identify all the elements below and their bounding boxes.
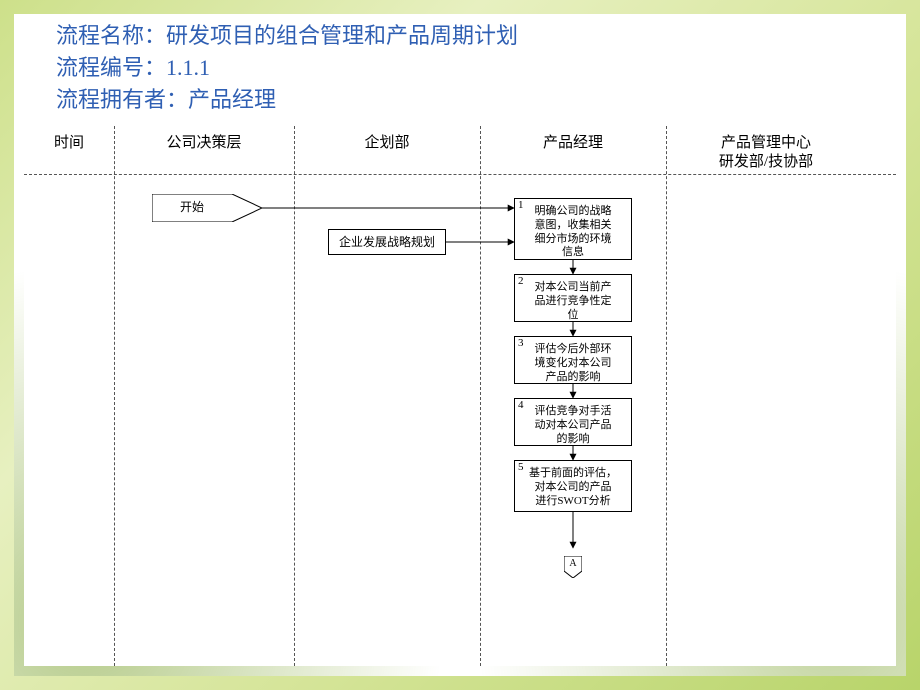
swimlane-header-plan: 企划部 [294, 134, 480, 153]
process-number: 流程编号：1.1.1 [56, 52, 518, 84]
swimlane-divider [666, 126, 667, 666]
process-step-text: 基于前面的评估，对本公司的产品进行SWOT分析 [521, 465, 625, 508]
process-step-number: 5 [518, 461, 524, 475]
start-node: 开始 [152, 194, 262, 222]
process-step-text: 评估竞争对手活动对本公司产品的影响 [521, 403, 625, 446]
process-step-number: 3 [518, 337, 524, 351]
process-header: 流程名称：研发项目的组合管理和产品周期计划 流程编号：1.1.1 流程拥有者：产… [56, 20, 518, 116]
offpage-connector: A [564, 556, 582, 578]
process-owner: 流程拥有者：产品经理 [56, 84, 518, 116]
process-step-5: 5基于前面的评估，对本公司的产品进行SWOT分析 [514, 460, 632, 512]
process-step-text: 评估今后外部环境变化对本公司产品的影响 [521, 341, 625, 384]
process-name: 流程名称：研发项目的组合管理和产品周期计划 [56, 20, 518, 52]
process-step-number: 4 [518, 399, 524, 413]
swimlane-header-rd: 产品管理中心研发部/技协部 [666, 134, 866, 172]
swimlane-divider [114, 126, 115, 666]
process-step-2: 2对本公司当前产品进行竞争性定位 [514, 274, 632, 322]
process-step-text: 对本公司当前产品进行竞争性定位 [521, 279, 625, 322]
diagram-canvas: 流程名称：研发项目的组合管理和产品周期计划 流程编号：1.1.1 流程拥有者：产… [24, 16, 896, 666]
start-label: 开始 [152, 198, 232, 215]
node-plan-strategy: 企业发展战略规划 [328, 229, 446, 255]
swimlane-area: 时间公司决策层企划部产品经理产品管理中心研发部/技协部 开始 企业发展战略规划 … [24, 126, 896, 666]
process-step-1: 1明确公司的战略意图，收集相关细分市场的环境信息 [514, 198, 632, 260]
process-step-4: 4评估竞争对手活动对本公司产品的影响 [514, 398, 632, 446]
swimlane-header-pm: 产品经理 [480, 134, 666, 153]
swimlane-divider [294, 126, 295, 666]
swimlane-header-time: 时间 [24, 134, 114, 153]
process-step-3: 3评估今后外部环境变化对本公司产品的影响 [514, 336, 632, 384]
process-step-text: 明确公司的战略意图，收集相关细分市场的环境信息 [521, 203, 625, 260]
process-step-number: 1 [518, 199, 524, 213]
node-plan-strategy-text: 企业发展战略规划 [339, 235, 435, 249]
swimlane-header-exec: 公司决策层 [114, 134, 294, 153]
swimlane-header-divider [24, 174, 896, 175]
swimlane-divider [480, 126, 481, 666]
offpage-label: A [564, 556, 582, 578]
process-step-number: 2 [518, 275, 524, 289]
